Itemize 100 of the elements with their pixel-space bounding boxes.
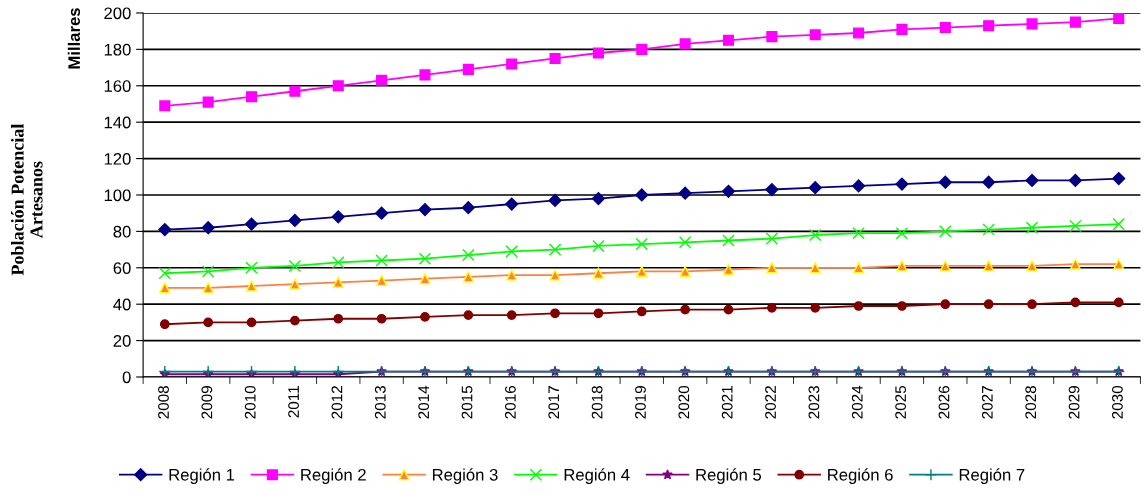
y-tick-label: 100 <box>104 189 131 202</box>
point <box>1113 12 1125 24</box>
point <box>333 313 344 324</box>
point <box>592 267 604 279</box>
point <box>376 313 387 324</box>
x-tick-label: 2018 <box>591 385 603 419</box>
point <box>591 192 606 206</box>
x-tick-label: 2015 <box>461 385 473 419</box>
point <box>461 201 475 215</box>
y-tick-label: 160 <box>104 80 131 92</box>
x-tick-label: 2022 <box>765 386 776 419</box>
point <box>376 74 388 86</box>
point <box>289 85 301 97</box>
x-tick-label: 2024 <box>851 385 863 419</box>
point <box>983 260 995 272</box>
x-tick-label: 2025 <box>895 385 907 419</box>
point <box>1069 219 1082 233</box>
point <box>159 100 171 112</box>
x-tick-label: 2027 <box>981 386 993 419</box>
point <box>1026 260 1038 272</box>
point <box>290 315 300 326</box>
point <box>851 179 866 193</box>
point <box>375 206 389 220</box>
point <box>939 225 952 238</box>
x-tick-label: 2029 <box>1068 386 1080 419</box>
point <box>1025 221 1039 234</box>
point <box>201 221 215 235</box>
point <box>983 20 995 32</box>
point <box>895 226 909 240</box>
point <box>548 243 562 256</box>
point <box>159 319 170 330</box>
x-tick-label: 2008 <box>158 385 169 419</box>
point <box>896 260 908 272</box>
point <box>592 47 604 59</box>
point <box>721 184 736 198</box>
x-tick-label: 2030 <box>1112 385 1123 419</box>
point <box>679 265 691 277</box>
x-tick-label: 2013 <box>374 386 386 419</box>
point <box>897 301 907 311</box>
legend-label: Región 4 <box>564 468 630 484</box>
point <box>635 237 649 251</box>
point <box>332 80 344 92</box>
x-tick-label: 2021 <box>721 386 733 419</box>
point <box>159 282 171 294</box>
point <box>853 262 865 274</box>
point <box>852 226 865 240</box>
point <box>158 266 172 280</box>
point <box>765 232 779 245</box>
point <box>462 63 474 75</box>
point <box>202 96 214 108</box>
point <box>419 273 431 285</box>
x-tick-label: 2026 <box>938 386 950 419</box>
point <box>462 271 474 283</box>
point <box>939 260 951 272</box>
point <box>420 312 430 322</box>
point <box>375 254 388 267</box>
x-tick-label: 2019 <box>635 386 646 419</box>
y-tick-label: 40 <box>113 298 131 311</box>
x-tick-label: 2012 <box>331 386 343 419</box>
point <box>1113 258 1125 270</box>
y-tick-label: 0 <box>122 371 131 384</box>
point <box>289 278 301 290</box>
point <box>982 223 995 236</box>
point <box>550 308 560 319</box>
legend-label: Región 1 <box>169 468 235 484</box>
x-tick-label: 2011 <box>288 386 299 418</box>
point <box>244 217 259 231</box>
point <box>766 302 777 313</box>
x-tick-label: 2016 <box>504 386 516 419</box>
point <box>808 181 822 195</box>
point <box>203 317 214 328</box>
point <box>723 304 734 315</box>
point <box>940 299 951 310</box>
point <box>418 252 432 265</box>
point <box>288 259 302 273</box>
point <box>722 34 735 46</box>
legend-label: Región 6 <box>828 468 893 484</box>
y-tick-label: 200 <box>104 7 131 20</box>
point <box>765 182 779 197</box>
point <box>809 262 821 274</box>
point <box>1068 173 1082 188</box>
point <box>331 210 345 224</box>
point <box>766 31 778 43</box>
point <box>1025 173 1039 188</box>
point <box>202 282 214 294</box>
point <box>983 299 994 310</box>
y-axis-title: Población Potencial Artesanos <box>10 123 43 276</box>
point <box>505 197 519 211</box>
point <box>506 310 517 320</box>
point <box>246 317 257 328</box>
point <box>810 302 821 313</box>
x-tick-label: 2023 <box>808 386 820 419</box>
point <box>853 301 864 311</box>
point <box>506 58 518 70</box>
point <box>635 188 649 202</box>
point <box>245 261 258 275</box>
point <box>678 186 692 200</box>
point <box>506 269 518 281</box>
point <box>548 193 562 208</box>
legend-label: Región 7 <box>959 468 1025 484</box>
